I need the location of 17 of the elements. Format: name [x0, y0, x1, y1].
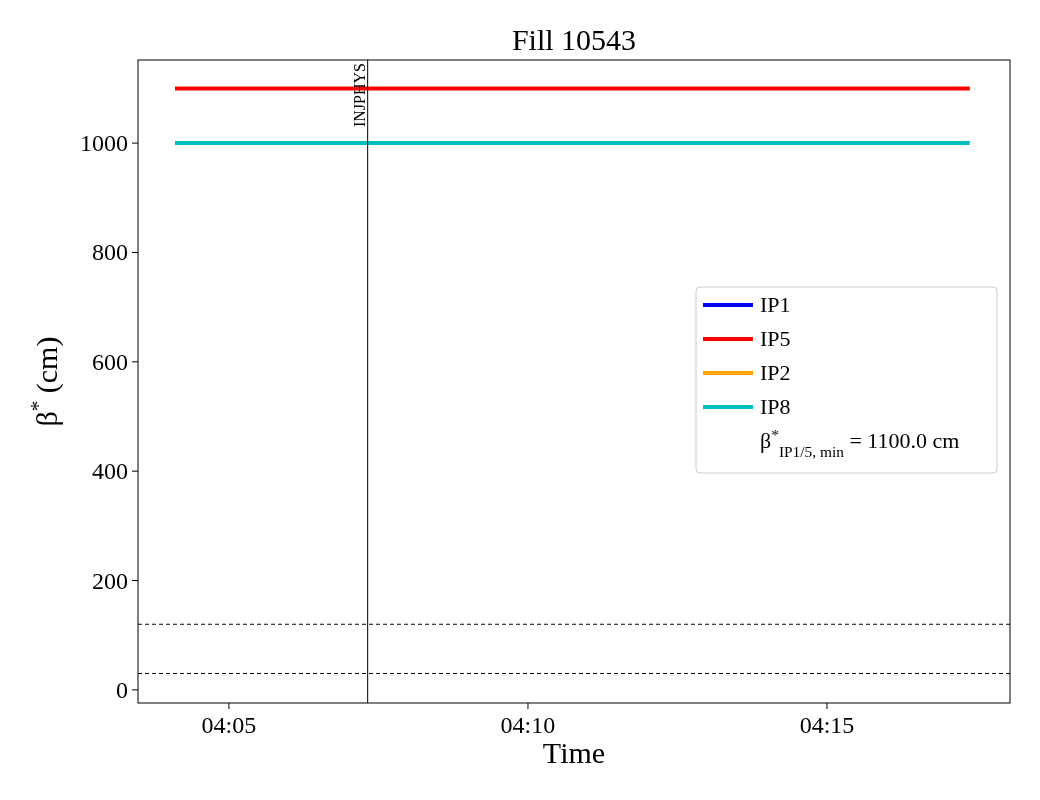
- legend-label: IP8: [760, 394, 791, 419]
- y-tick-label: 400: [92, 458, 128, 485]
- legend-label: IP2: [760, 360, 791, 385]
- y-tick-label: 0: [116, 676, 128, 703]
- y-tick-label: 600: [92, 348, 128, 375]
- y-tick-label: 200: [92, 567, 128, 594]
- x-tick-label: 04:15: [799, 712, 855, 738]
- chart-title: Fill 10543: [511, 23, 637, 56]
- x-axis-title: Time: [542, 736, 606, 769]
- y-tick-label: 800: [92, 239, 128, 266]
- annotation: β$^{*}$$_{IP1/5, min}$ = 1100.0 cm: [760, 425, 960, 460]
- legend-label: IP1: [760, 292, 791, 317]
- x-tick-label: 04:05: [201, 712, 257, 738]
- x-tick-label: 04:10: [500, 712, 556, 738]
- y-tick-label: 1000: [80, 130, 128, 157]
- ref-line-label: INJPHYS: [350, 63, 368, 128]
- legend-label: IP5: [760, 326, 791, 351]
